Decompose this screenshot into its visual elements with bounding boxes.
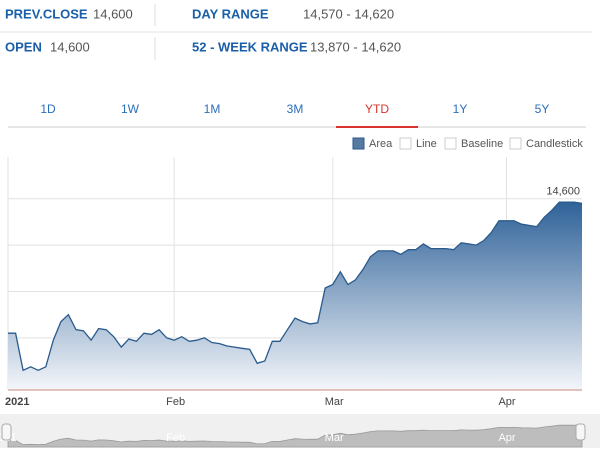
range-tab[interactable]: 1Y bbox=[453, 102, 468, 116]
chart-type-label[interactable]: Line bbox=[416, 138, 437, 150]
navigator-area bbox=[7, 424, 583, 448]
range-tab[interactable]: 5Y bbox=[535, 102, 550, 116]
navigator-label: Feb bbox=[166, 432, 185, 444]
area bbox=[8, 202, 582, 390]
x-tick-label: 2021 bbox=[5, 396, 29, 408]
range-tab[interactable]: 1W bbox=[121, 102, 140, 116]
x-tick-label: Apr bbox=[498, 396, 515, 408]
chart-type-checkbox[interactable] bbox=[352, 137, 365, 150]
stat-value: 14,600 bbox=[50, 39, 90, 54]
stat-value: 14,600 bbox=[93, 6, 133, 21]
chart-type-label[interactable]: Baseline bbox=[461, 138, 503, 150]
active-tab-underline bbox=[336, 126, 418, 128]
stat-label: PREV.CLOSE bbox=[5, 6, 88, 21]
line bbox=[8, 201, 583, 372]
x-tick-label: Feb bbox=[166, 396, 185, 408]
chart-type-label[interactable]: Area bbox=[369, 138, 393, 150]
stat-label: 52 - WEEK RANGE bbox=[192, 39, 308, 54]
chart-type-checkbox[interactable] bbox=[399, 137, 412, 150]
y-tick-label: 14,600 bbox=[546, 186, 580, 198]
navigator-label: Apr bbox=[498, 432, 515, 444]
stat-value: 13,870 - 14,620 bbox=[310, 39, 401, 54]
range-tab[interactable]: YTD bbox=[365, 102, 389, 116]
chart-type-label[interactable]: Candlestick bbox=[526, 138, 583, 150]
stat-label: OPEN bbox=[5, 39, 42, 54]
chart-type-checkbox[interactable] bbox=[509, 137, 522, 150]
navigator-handle[interactable] bbox=[1, 423, 12, 441]
range-tab[interactable]: 3M bbox=[287, 102, 304, 116]
range-tab[interactable]: 1M bbox=[204, 102, 221, 116]
stat-value: 14,570 - 14,620 bbox=[303, 6, 394, 21]
range-tab[interactable]: 1D bbox=[40, 102, 56, 116]
stat-label: DAY RANGE bbox=[192, 6, 269, 21]
navigator-label: Mar bbox=[325, 432, 344, 444]
chart-type-checkbox[interactable] bbox=[444, 137, 457, 150]
x-tick-label: Mar bbox=[325, 396, 344, 408]
navigator-handle[interactable] bbox=[575, 423, 586, 441]
